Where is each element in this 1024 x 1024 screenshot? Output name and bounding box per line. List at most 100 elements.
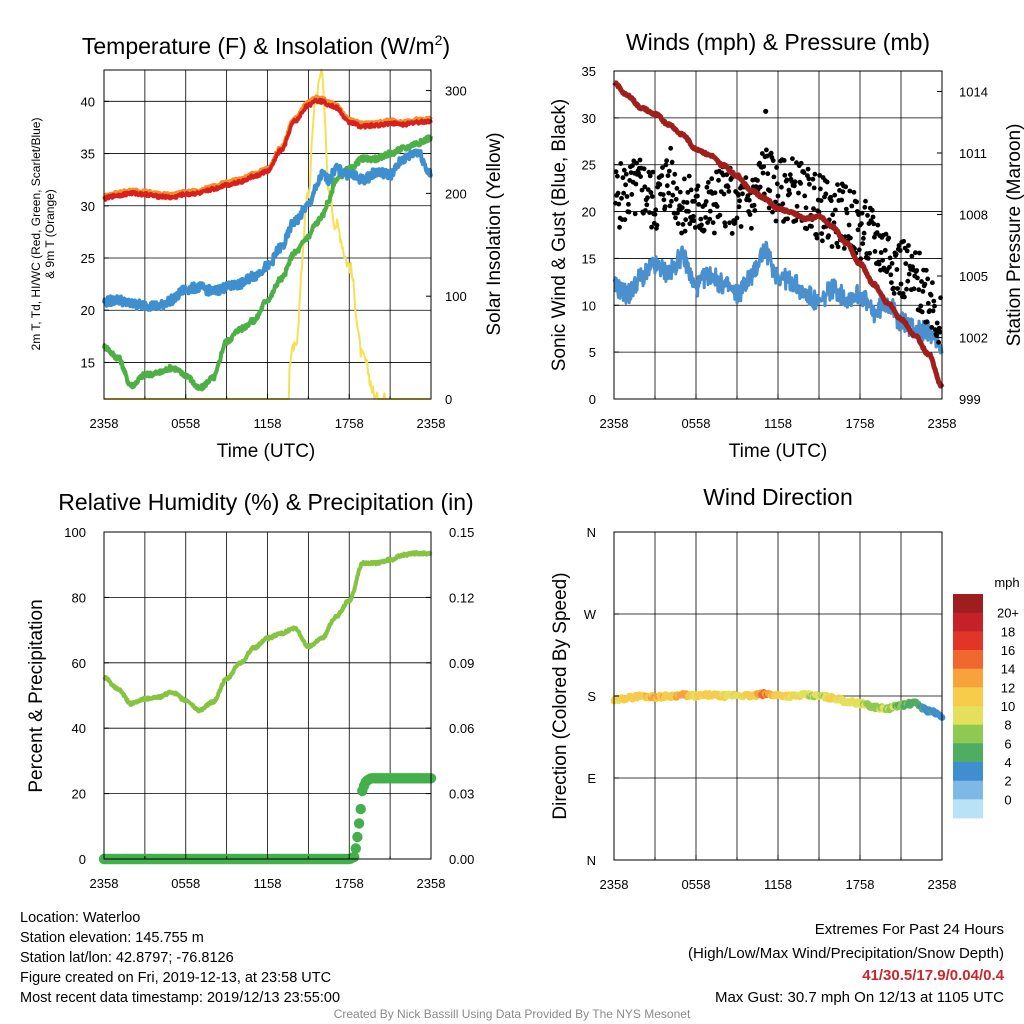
gust-point [781,158,787,163]
gust-point [897,248,903,253]
gust-point [897,290,902,296]
gust-point [774,165,779,170]
speed-colorbar: 20+ 18 16 14 12 10 8 6 4 2 0 [953,594,1019,819]
winds-y-label: Sonic Wind & Gust (Blue, Black) [549,99,570,371]
gust-point [619,195,624,201]
insolation-ytick-label: 0 [445,392,452,407]
colorbar-swatch [953,743,983,763]
gust-point [833,207,838,213]
gust-point [861,230,867,236]
humidity-xtick-label: 1758 [335,876,364,891]
winds-ytick-label: 15 [582,251,596,266]
wind-direction-panel-title: Wind Direction [703,484,853,510]
gust-point [667,203,673,209]
gust-point [737,198,743,204]
max-gust-point [763,108,769,114]
gust-point [811,206,816,212]
gust-point [637,157,643,163]
gust-point [922,281,928,287]
gust-point [729,231,735,236]
gust-point [623,182,628,188]
gust-point [717,212,723,218]
gust-point [851,189,857,195]
gust-point [843,206,849,212]
gust-point [919,309,925,315]
precip-ytick-label: 0.00 [449,852,474,867]
gust-point [666,190,672,196]
gust-point [869,207,875,213]
gust-point [923,267,929,273]
insolation-ytick-label: 300 [445,84,467,99]
gust-point [913,250,918,256]
gust-point [896,243,902,248]
gust-point [671,210,677,216]
gust-point [891,291,897,296]
gust-point [770,209,775,215]
gust-point [726,189,732,194]
gust-point [709,176,715,182]
temperature-grid [104,70,431,399]
gust-point [855,227,861,233]
gust-point [930,308,936,314]
gust-point [898,281,904,287]
gust-point [653,207,659,213]
gust-point [698,216,704,222]
wind-direction-xtick-label: 0558 [682,877,711,892]
station-location: Location: Waterloo [20,910,140,926]
colorbar-swatch [953,724,983,744]
gust-point [782,172,788,178]
colorbar-label: 12 [1001,680,1015,695]
colorbar-swatch [953,594,983,614]
gust-point [683,217,689,223]
gust-point [934,320,940,326]
colorbar-label: 16 [1001,643,1015,658]
gust-point [642,184,648,190]
gust-point [891,285,896,291]
gust-point [686,173,692,179]
gust-point [705,180,711,185]
gust-point [848,235,853,241]
colorbar-swatch [953,668,983,688]
gust-point [818,186,823,192]
gust-point [766,205,772,211]
precip-ytick-label: 0.12 [449,590,474,605]
series-line-t2m [102,97,433,202]
gust-point [911,286,917,292]
gust-point [871,221,877,227]
wind-direction-xtick-label: 2358 [928,877,957,892]
precip-ytick-label: 0.03 [449,787,474,802]
gust-point [707,208,713,214]
gust-point [620,175,626,181]
gust-point [745,193,751,199]
gust-point [905,278,911,284]
gust-point [679,205,685,211]
colorbar-label: 6 [1004,736,1011,751]
gust-point [818,198,824,204]
gust-point [648,190,654,195]
gust-point [707,216,713,222]
gust-point [727,220,732,226]
humidity-xtick-label: 2358 [417,876,446,891]
temperature-ytick-label: 15 [81,355,95,370]
extremes-subtitle: (High/Low/Max Wind/Precipitation/Snow De… [688,945,1004,962]
colorbar-label: 20+ [997,606,1019,621]
gust-point [622,217,628,223]
gust-point [757,160,762,166]
gust-point [916,287,922,293]
gust-point [664,158,669,164]
gust-point [807,181,812,187]
gust-point [663,162,669,168]
precip-point [350,843,361,854]
gust-point [787,172,793,178]
temperature-xtick-label: 1758 [335,416,364,431]
gust-point [780,201,786,207]
gust-point [615,190,621,196]
gust-point [645,195,650,201]
gust-point [784,177,790,183]
gust-point [673,196,679,202]
winds-ytick-label: 20 [582,205,596,220]
precip-point [355,803,366,815]
gust-point [909,253,915,259]
colorbar-label: 10 [1001,699,1015,714]
series-line-hiwc [102,148,433,312]
